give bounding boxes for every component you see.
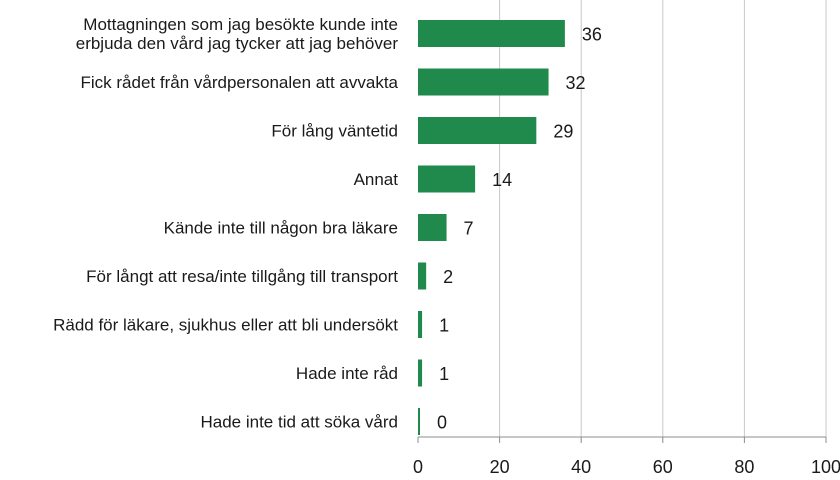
bar bbox=[418, 165, 476, 193]
data-label: 2 bbox=[443, 267, 453, 287]
data-label: 7 bbox=[464, 219, 474, 239]
bar bbox=[418, 20, 565, 47]
category-label: Mottagningen som jag besökte kunde inte bbox=[83, 15, 398, 34]
category-label: Fick rådet från vårdpersonalen att avvak… bbox=[81, 73, 399, 92]
bar bbox=[418, 359, 423, 387]
category-label: För lång väntetid bbox=[271, 122, 398, 141]
bars bbox=[418, 20, 565, 435]
category-label: erbjuda den vård jag tycker att jag behö… bbox=[76, 34, 399, 53]
bar bbox=[418, 214, 447, 241]
value-labels: 36 32 29 14 7 2 1 1 0 bbox=[437, 25, 602, 433]
bar bbox=[418, 68, 549, 96]
x-axis: 0 20 40 60 80 100 bbox=[413, 436, 840, 477]
data-label: 32 bbox=[566, 73, 586, 93]
x-tick-label: 60 bbox=[653, 457, 673, 477]
data-label: 29 bbox=[553, 122, 573, 142]
data-label: 14 bbox=[492, 170, 512, 190]
data-label: 1 bbox=[439, 364, 449, 384]
x-tick-label: 80 bbox=[734, 457, 754, 477]
category-label: Rädd för läkare, sjukhus eller att bli u… bbox=[53, 316, 398, 335]
category-label: Hade inte tid att söka vård bbox=[200, 413, 398, 432]
bar bbox=[418, 408, 420, 435]
data-label: 0 bbox=[437, 413, 447, 433]
category-labels: vårdpersonalenMottagningen som jag besök… bbox=[53, 15, 399, 432]
gridlines bbox=[499, 0, 827, 437]
data-label: 1 bbox=[439, 316, 449, 336]
data-label: 36 bbox=[582, 25, 602, 45]
category-label: Annat bbox=[354, 170, 399, 189]
bar bbox=[418, 117, 537, 144]
x-tick-label: 100 bbox=[811, 457, 840, 477]
category-label: För långt att resa/inte tillgång till tr… bbox=[86, 267, 398, 286]
x-tick-label: 20 bbox=[490, 457, 510, 477]
x-tick-label: 40 bbox=[571, 457, 591, 477]
bar bbox=[418, 262, 427, 290]
x-tick-label: 0 bbox=[413, 457, 423, 477]
category-label: Kände inte till någon bra läkare bbox=[164, 219, 398, 238]
category-label: Hade inte råd bbox=[296, 364, 398, 383]
bar bbox=[418, 311, 423, 338]
